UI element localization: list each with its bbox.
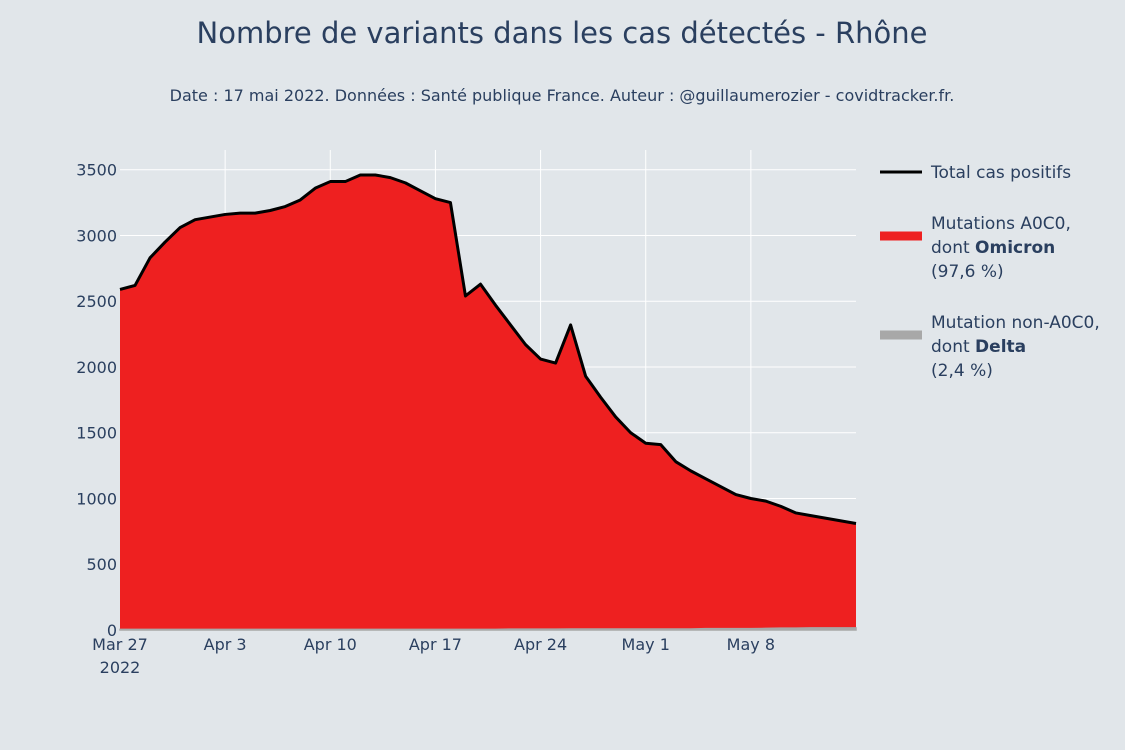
y-tick-label: 1000 — [76, 489, 117, 508]
legend-label: Mutations A0C0, — [931, 214, 1071, 234]
legend-item[interactable]: Mutations A0C0, dont Omicron (97,6 %) — [880, 214, 1071, 282]
x-tick-label: Apr 10 — [304, 635, 357, 654]
legend-label-text: (97,6 %) — [931, 262, 1004, 282]
legend-item[interactable]: Total cas positifs — [880, 163, 1071, 183]
x-tick-label: Apr 24 — [514, 635, 567, 654]
legend-label: (97,6 %) — [931, 262, 1004, 282]
legend[interactable]: Total cas positifs Mutations A0C0, dont Om… — [880, 163, 1100, 381]
series-layer — [119, 173, 857, 631]
legend-label: (2,4 %) — [931, 361, 993, 381]
legend-label: dont Delta — [931, 337, 1026, 357]
y-tick-label: 500 — [86, 555, 117, 574]
chart-subtitle: Date : 17 mai 2022. Données : Santé publ… — [170, 86, 955, 105]
area-delta — [119, 627, 857, 631]
x-tick-label: Mar 27 — [92, 635, 148, 654]
legend-label-text: (2,4 %) — [931, 361, 993, 381]
legend-label-text: Total cas positifs — [930, 163, 1071, 183]
x-axis: Mar 27 2022 Apr 3 Apr 10 Apr 17 Apr 24 May 1 Ma… — [92, 635, 775, 677]
legend-label-bold: Delta — [975, 337, 1026, 357]
y-tick-label: 1500 — [76, 424, 117, 443]
line-total — [119, 173, 857, 525]
legend-label-bold: Omicron — [975, 238, 1055, 258]
legend-label: Mutation non-A0C0, — [931, 313, 1100, 333]
x-tick-label: May 1 — [622, 635, 670, 654]
area-omicron — [120, 174, 856, 630]
x-tick-label: Apr 17 — [409, 635, 462, 654]
y-tick-label: 2500 — [76, 292, 117, 311]
y-tick-label: 3000 — [76, 226, 117, 245]
y-tick-label: 3500 — [76, 161, 117, 180]
x-tick-year: 2022 — [100, 658, 141, 677]
x-tick-label: Apr 3 — [204, 635, 247, 654]
legend-label-text: dont — [931, 337, 975, 357]
y-tick-label: 0 — [107, 621, 117, 640]
legend-label-text: Mutations A0C0, — [931, 214, 1071, 234]
y-axis: 0 500 1000 1500 2000 2500 3000 3500 — [76, 161, 117, 640]
legend-label-text: Mutation non-A0C0, — [931, 313, 1100, 333]
legend-label: dont Omicron — [931, 238, 1055, 258]
y-tick-label: 2000 — [76, 358, 117, 377]
x-tick-label: May 8 — [727, 635, 775, 654]
legend-label: Total cas positifs — [930, 163, 1071, 183]
chart-title: Nombre de variants dans les cas détectés… — [197, 16, 928, 50]
legend-label-text: dont — [931, 238, 975, 258]
legend-item[interactable]: Mutation non-A0C0, dont Delta (2,4 %) — [880, 313, 1100, 381]
